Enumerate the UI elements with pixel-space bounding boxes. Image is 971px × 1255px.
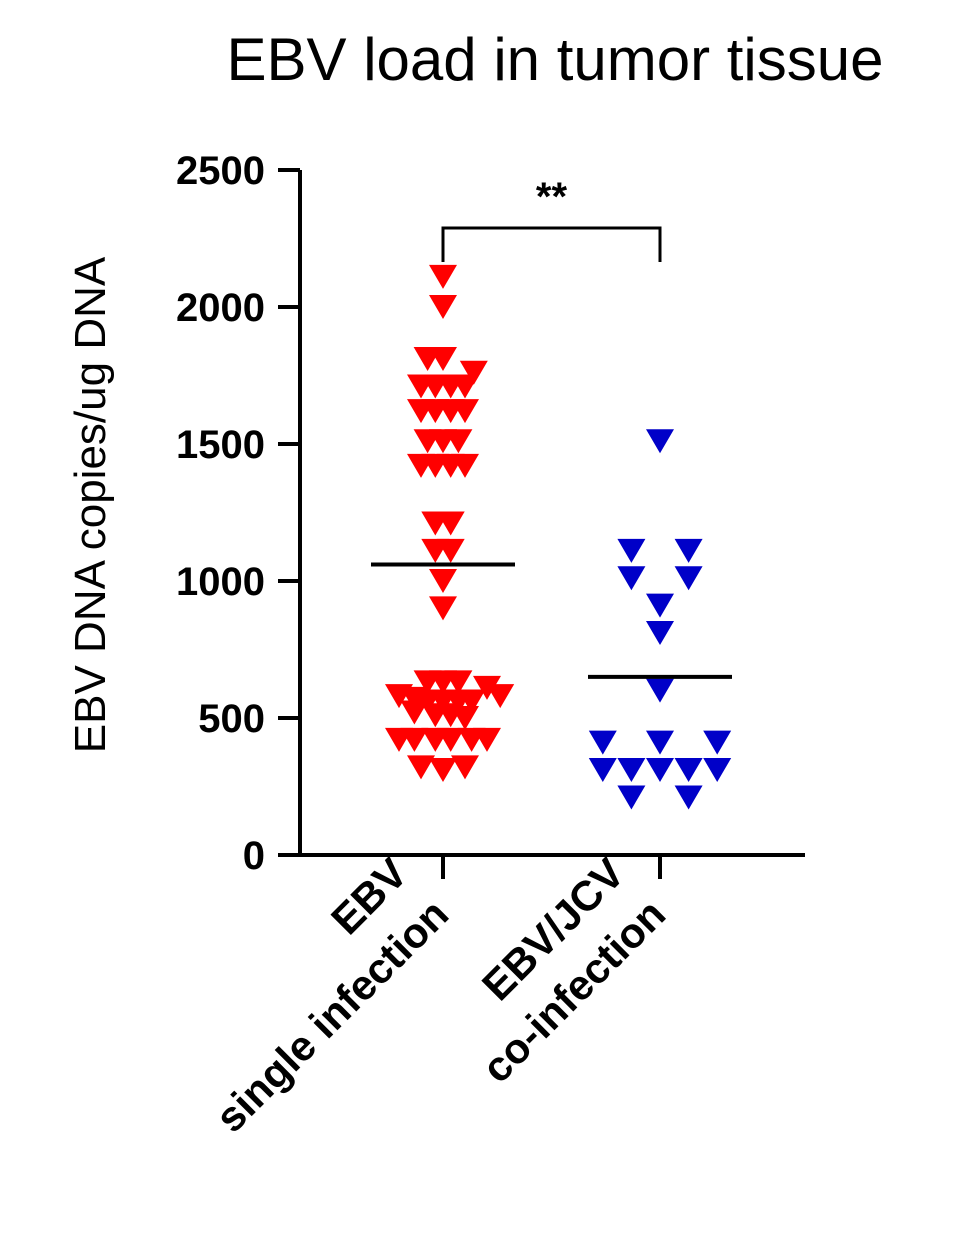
data-point [674,566,703,591]
y-tick-label: 2500 [176,149,265,193]
data-point [459,360,488,385]
y-axis-label: EBV DNA copies/ug DNA [66,256,115,753]
data-point [444,429,473,454]
data-point [457,689,486,714]
data-point [436,538,465,563]
data-point [588,730,617,755]
data-point [451,399,479,424]
data-point [444,670,473,695]
data-point [429,264,457,289]
data-point [703,758,732,783]
data-point [646,429,674,454]
data-point [429,295,457,319]
data-point [429,596,457,621]
data-point [646,758,674,783]
data-point [617,566,646,591]
y-axis-ticks: 0 500 1000 1500 2000 2500 [176,149,300,878]
data-point [617,538,646,563]
data-point [473,727,501,752]
data-point [674,758,703,783]
y-tick-label: 0 [243,834,265,878]
data-points [385,264,732,810]
data-point [429,347,457,372]
y-tick-label: 1500 [176,423,265,467]
mean-lines [371,562,732,679]
data-point [451,374,479,399]
data-point [646,621,674,646]
axes [298,170,805,857]
data-point [486,684,515,709]
y-tick-label: 2000 [176,286,265,330]
y-tick-label: 1000 [176,560,265,604]
data-point [451,706,479,730]
data-point [429,569,457,593]
data-point [674,538,703,563]
data-point [473,675,501,700]
data-point [400,727,429,752]
significance-bracket-line [441,226,662,262]
data-point [436,727,465,752]
data-point [451,755,479,780]
data-point [617,785,646,810]
significance-label: ** [536,175,568,219]
data-point [674,785,703,810]
y-tick-label: 500 [198,697,265,741]
data-point [646,593,674,618]
x-category-label-line: single infection [206,890,457,1141]
data-point [588,758,617,783]
data-point [451,453,479,478]
data-point [646,678,674,703]
data-point [646,730,674,755]
data-point [429,758,457,783]
chart-title: EBV load in tumor tissue [227,26,884,93]
data-point [617,758,646,783]
data-point [407,755,435,780]
significance-bracket: ** [441,175,662,262]
data-point [703,730,732,755]
data-point [436,511,465,536]
data-point [400,700,429,725]
